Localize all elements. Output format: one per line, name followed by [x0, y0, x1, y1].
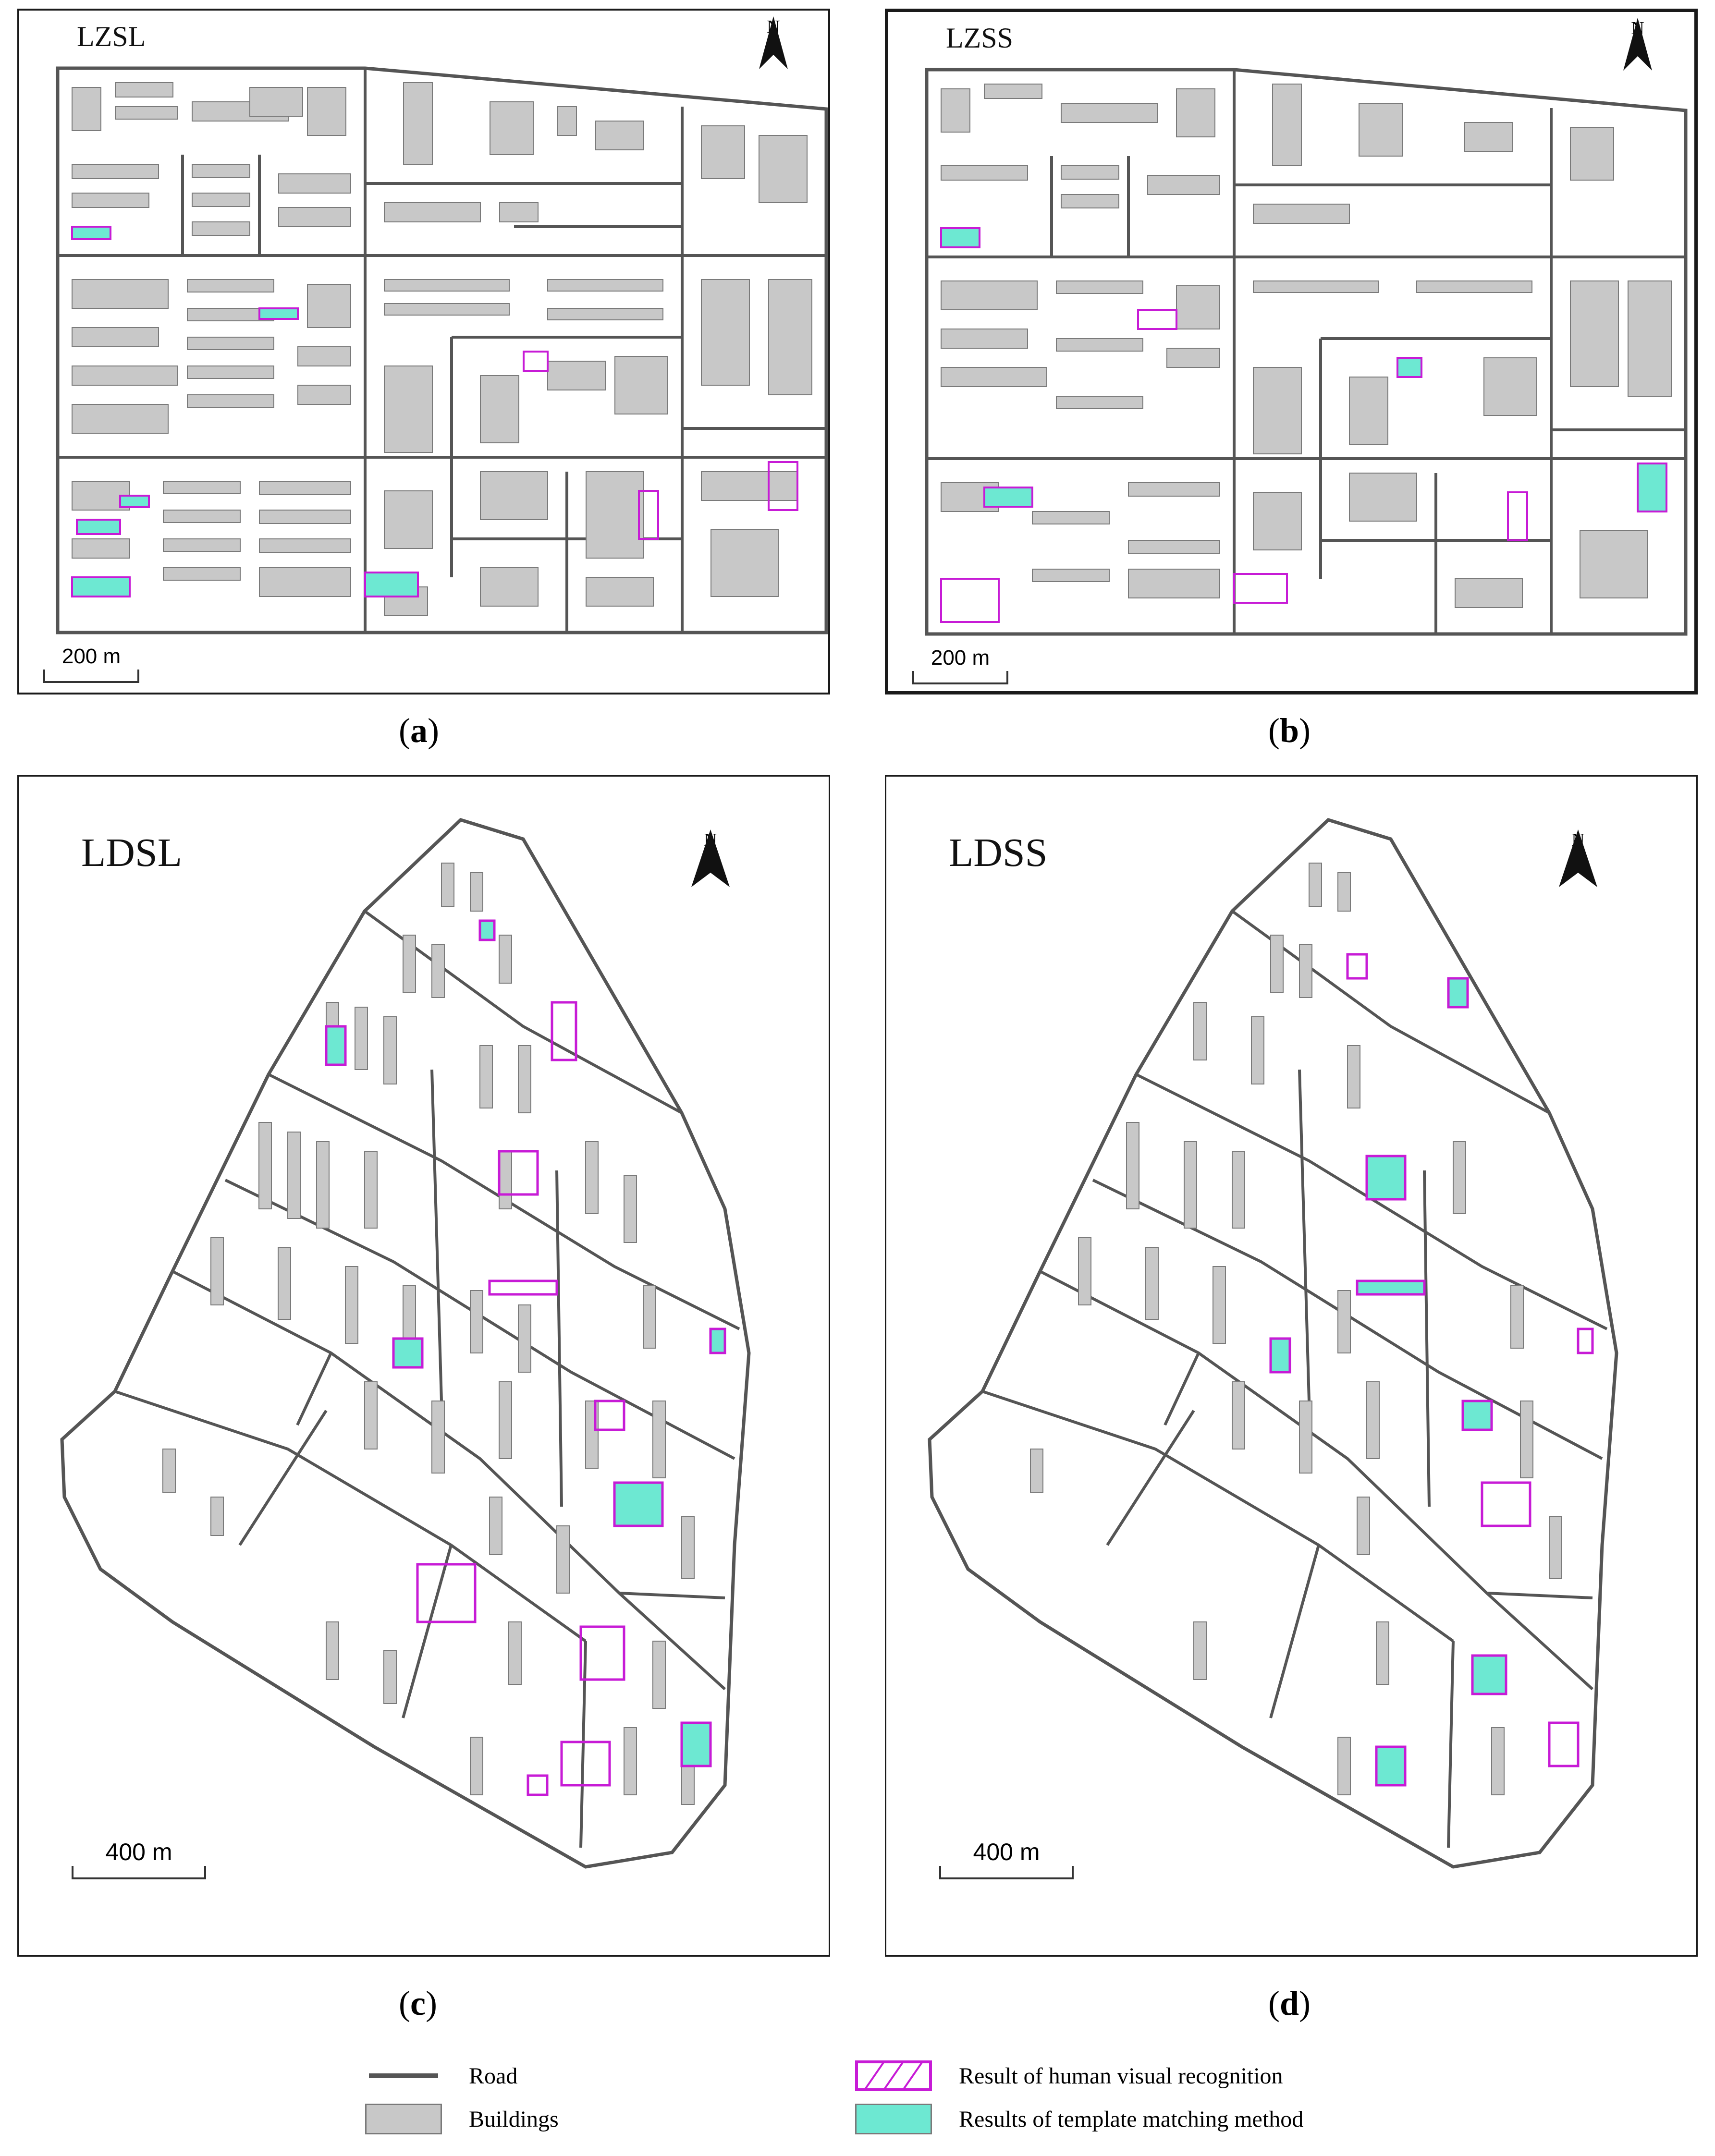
road-network [927, 70, 1686, 634]
scale-label: 400 m [105, 1839, 172, 1865]
map-title: LDSL [81, 830, 182, 875]
legend-human: Result of human visual recognition [855, 2060, 1283, 2091]
road-outline [56, 66, 828, 634]
north-arrow-icon [1623, 18, 1652, 71]
caption-b: (b) [1268, 711, 1311, 750]
scale-line [912, 671, 1008, 684]
scale-label: 400 m [973, 1839, 1040, 1865]
building-symbol [365, 2104, 442, 2134]
template-symbol [855, 2104, 932, 2134]
map-title: LDSS [949, 830, 1048, 875]
scale-bar: 400 m [72, 1838, 206, 1881]
caption-letter: d [1279, 1984, 1299, 2022]
legend-buildings: Buildings [365, 2104, 559, 2134]
map-ldsl [60, 818, 751, 1869]
caption-d: (d) [1268, 1984, 1311, 2022]
legend-template: Results of template matching method [855, 2104, 1303, 2134]
north-arrow-icon [691, 829, 730, 887]
highlighted-features [71, 226, 798, 597]
map-panel-lzsl: LZSL N 200 m [17, 9, 830, 694]
map-title: LZSS [946, 22, 1014, 54]
map-panel-ldss: LDSS N 400 m [885, 775, 1698, 1957]
legend-road-label: Road [469, 2063, 518, 2089]
legend-human-label: Result of human visual recognition [959, 2063, 1283, 2089]
north-arrow: N [759, 16, 788, 69]
legend-buildings-label: Buildings [469, 2106, 559, 2132]
map-lzsl [56, 66, 828, 634]
map-ldss [928, 818, 1618, 1869]
caption-c: (c) [399, 1984, 437, 2022]
scale-bar: 200 m [43, 645, 139, 683]
caption-letter: c [410, 1984, 426, 2022]
north-arrow: N [1559, 829, 1597, 887]
buildings [72, 82, 812, 616]
road-outline [925, 68, 1688, 636]
highlighted-features [1269, 953, 1594, 1787]
scale-line [939, 1866, 1074, 1879]
scale-bar: 200 m [912, 646, 1008, 684]
scale-line [43, 670, 139, 683]
north-arrow-icon [1559, 829, 1597, 887]
scale-label: 200 m [61, 645, 121, 668]
caption-letter: b [1279, 711, 1299, 750]
map-panel-lzss: LZSS N 200 m [885, 9, 1698, 694]
legend-template-label: Results of template matching method [959, 2106, 1304, 2132]
north-arrow: N [691, 829, 730, 887]
caption-a: (a) [399, 711, 439, 750]
map-title: LZSL [77, 21, 146, 52]
caption-letter: a [410, 711, 428, 750]
legend-road: Road [365, 2060, 517, 2091]
scale-line [72, 1866, 206, 1879]
highlighted-features [325, 919, 726, 1796]
road-network [58, 68, 826, 633]
highlighted-features [940, 227, 1667, 623]
hatch-symbol [855, 2060, 932, 2091]
scale-label: 200 m [931, 646, 990, 670]
buildings [162, 863, 695, 1805]
north-arrow: N [1623, 18, 1652, 71]
scale-bar: 400 m [939, 1838, 1074, 1881]
map-panel-ldsl: LDSL N 400 m [17, 775, 830, 1957]
buildings [1030, 863, 1562, 1795]
road-symbol [369, 2073, 438, 2078]
north-arrow-icon [759, 16, 788, 69]
map-lzss [925, 68, 1688, 636]
